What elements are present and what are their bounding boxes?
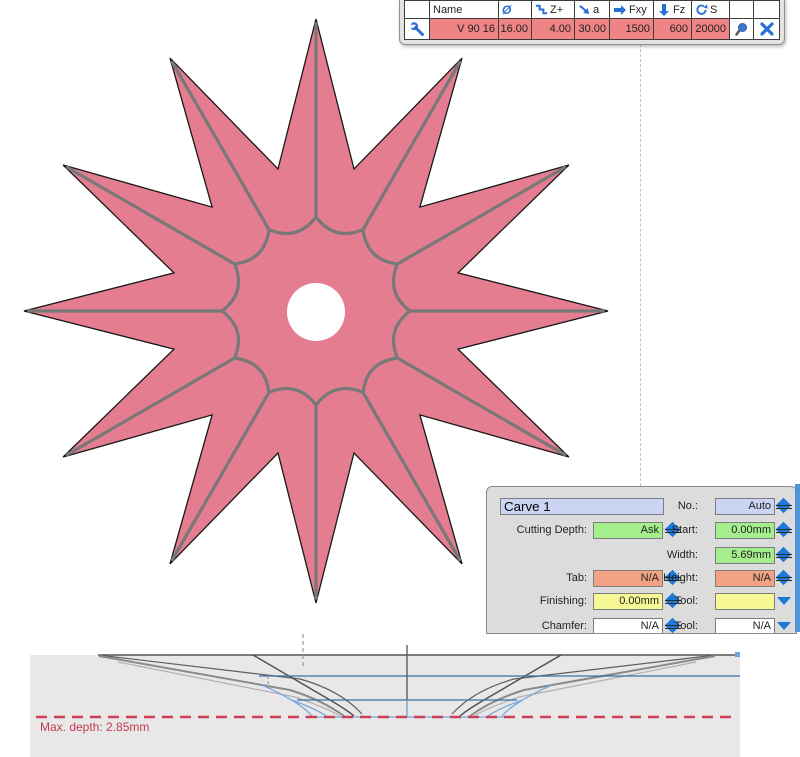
tool-feedz-value: 600 [669,23,688,35]
chamfer-tool-field[interactable]: N/A [715,618,775,633]
tool-table: Name Ø Z+ a Fx [404,0,780,40]
tool-diameter-cell[interactable]: 16.00 [499,19,532,39]
diameter-icon: Ø [502,2,512,17]
carve-path-tip-lines[interactable] [27,22,605,600]
tab-spinner[interactable] [664,569,682,586]
plunge-angle-icon [579,4,590,15]
chamfer-tool-label: Tool: [674,620,698,632]
feed-z-header-label: Fz [673,3,686,16]
feed-xy-header-label: Fxy [629,3,647,16]
chamfer-label: Chamfer: [541,620,587,632]
no-spinner[interactable] [775,497,793,514]
delete-x-icon [759,22,774,36]
tab-label: Tab: [566,572,587,584]
endpoint-marker[interactable] [735,652,740,657]
feed-xy-column-header[interactable]: Fxy [610,1,654,19]
tool-label: Tool: [674,595,698,607]
finishing-spinner[interactable] [664,592,682,609]
tool-table-panel: Name Ø Z+ a Fx [399,0,785,45]
tool-zstep-cell[interactable]: 4.00 [532,19,575,39]
carve-path-ring[interactable] [219,214,413,408]
height-label: Height: [663,572,698,584]
max-depth-label: Max. depth: 2.85mm [40,720,149,734]
depth-preview-panel: Max. depth: 2.85mm [30,634,740,757]
finishing-label: Finishing: [539,595,587,607]
tool-name-value: V 90 16 [457,23,495,35]
z-step-stairs-icon [535,4,548,15]
cutting-depth-label: Cutting Depth: [516,524,587,536]
height-spinner[interactable] [775,569,793,586]
spindle-speed-column-header[interactable]: S [692,1,730,19]
tool-column-header [405,1,430,19]
tool-speed-cell[interactable]: 20000 [692,19,730,39]
tool-angle-value: 30.00 [578,23,606,35]
tab-field[interactable]: N/A [593,570,663,587]
tool-feedz-cell[interactable]: 600 [654,19,692,39]
tool-name-cell[interactable]: V 90 16 [430,19,499,39]
feed-xy-arrow-icon [614,4,626,15]
tool-angle-cell[interactable]: 30.00 [575,19,610,39]
tool-edit-button[interactable] [405,19,430,39]
z-step-column-header[interactable]: Z+ [532,1,575,19]
start-field[interactable]: 0.00mm [715,522,775,539]
feed-z-arrow-icon [659,3,669,16]
no-field[interactable]: Auto [715,498,775,515]
canvas-guide-line [640,44,641,486]
tool-dropdown-arrow[interactable] [777,597,791,605]
tool-field[interactable] [715,593,775,610]
tool-speed-value: 20000 [695,23,726,35]
cutting-depth-spinner[interactable] [664,521,682,538]
drawing-canvas[interactable] [0,0,640,640]
tool-search-button[interactable] [730,19,754,39]
chamfer-field[interactable]: N/A [593,618,663,633]
finishing-field[interactable]: 0.00mm [593,593,663,610]
width-field[interactable]: 5.69mm [715,547,775,564]
feed-z-column-header[interactable]: Fz [654,1,692,19]
spindle-rotate-icon [696,4,708,15]
plunge-angle-header-label: a [593,3,600,16]
name-column-header[interactable]: Name [430,1,499,19]
spindle-speed-header-label: S [710,3,718,16]
delete-column-header [754,1,779,19]
cutting-depth-field[interactable]: Ask [593,522,663,539]
tool-feedxy-cell[interactable]: 1500 [610,19,654,39]
height-field[interactable]: N/A [715,570,775,587]
center-hole[interactable] [287,283,345,341]
no-label: No.: [677,500,698,512]
search-column-header [730,1,754,19]
width-label: Width: [666,549,698,561]
panel-dock-handle[interactable] [795,484,800,632]
tool-delete-button[interactable] [754,19,779,39]
diameter-column-header[interactable]: Ø [499,1,532,19]
chamfer-spinner[interactable] [664,617,682,633]
tool-zstep-value: 4.00 [549,23,571,35]
chamfer-tool-dropdown-arrow[interactable] [777,622,791,630]
tool-diameter-value: 16.00 [500,23,528,35]
wrench-icon [409,21,424,36]
tool-feedxy-value: 1500 [625,23,650,35]
z-step-header-label: Z+ [550,3,564,16]
carve-properties-panel: No.: Auto Cutting Depth: Ask Start: 0.00… [486,486,797,634]
carve-name-input[interactable] [500,498,664,515]
plunge-angle-column-header[interactable]: a [575,1,610,19]
magnifier-icon [734,23,747,36]
start-label: Start: [671,524,698,536]
start-spinner[interactable] [775,521,793,538]
name-header-label: Name [433,3,463,16]
width-spinner[interactable] [775,546,793,563]
